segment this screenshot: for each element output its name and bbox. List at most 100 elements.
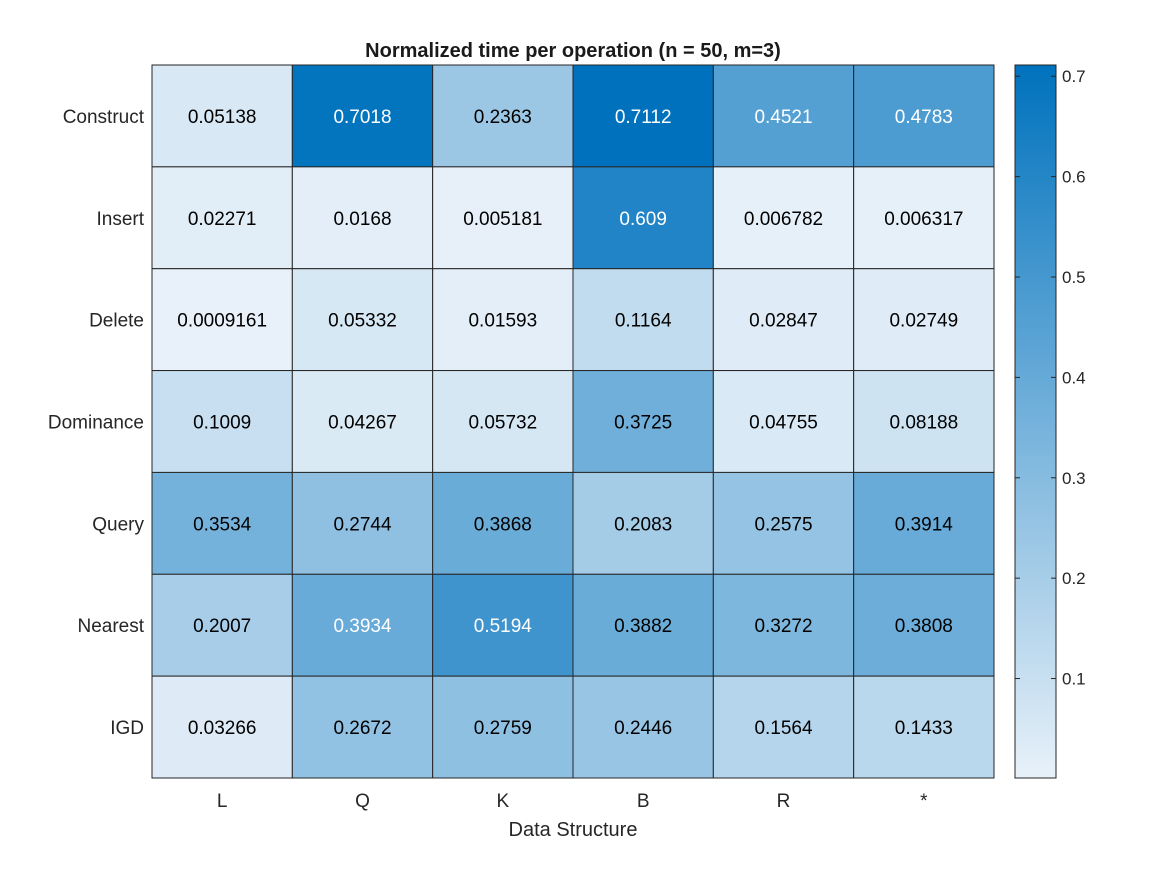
heatmap-cell xyxy=(432,471,574,575)
colorbar-tick-label: 0.5 xyxy=(1062,268,1086,287)
cell-value-label: 0.02271 xyxy=(188,209,257,230)
x-tick-label: K xyxy=(496,791,509,812)
cell-value-label: 0.0009161 xyxy=(177,311,267,332)
heatmap-cell xyxy=(712,64,855,168)
colorbar-tick-label: 0.4 xyxy=(1062,368,1086,387)
heatmap-cell xyxy=(432,64,574,168)
heatmap-cell xyxy=(572,370,714,473)
heatmap-cell xyxy=(853,471,995,575)
cell-value-label: 0.1009 xyxy=(193,413,251,434)
colorbar-ticks: 0.1 0.2 0.3 0.4 0.5 0.6 0.7 xyxy=(1015,67,1086,689)
heatmap-cell xyxy=(291,675,434,779)
colorbar: 0.1 0.2 0.3 0.4 0.5 0.6 0.7 xyxy=(1014,64,1086,779)
heatmap-cell xyxy=(712,370,855,473)
cell-value-label: 0.609 xyxy=(619,209,667,230)
cell-value-label: 0.2759 xyxy=(474,718,532,739)
heatmap-cell xyxy=(572,64,714,168)
y-tick-label: Query xyxy=(92,514,144,535)
cell-value-label: 0.04267 xyxy=(328,413,397,434)
cell-value-label: 0.005181 xyxy=(463,209,542,230)
heatmap-cell xyxy=(853,166,995,270)
heatmap-cell xyxy=(151,573,293,677)
x-tick-label: * xyxy=(920,791,928,812)
heatmap-cell xyxy=(432,268,574,372)
cell-value-label: 0.04755 xyxy=(749,413,818,434)
cell-value-label: 0.7018 xyxy=(333,107,391,128)
heatmap-cell xyxy=(151,675,293,779)
y-tick-label: Nearest xyxy=(77,616,144,637)
x-tick-label: R xyxy=(777,791,791,812)
heatmap-cell xyxy=(572,166,714,270)
cell-value-label: 0.006317 xyxy=(884,209,963,230)
heatmap-cell xyxy=(572,471,714,575)
cell-value-label: 0.3882 xyxy=(614,616,672,637)
y-tick-label: Insert xyxy=(96,209,144,230)
colorbar-tick-label: 0.7 xyxy=(1062,67,1086,86)
heatmap-cell xyxy=(712,675,855,779)
cell-value-label: 0.02847 xyxy=(749,311,818,332)
cell-value-label: 0.3725 xyxy=(614,413,672,434)
heatmap-cell xyxy=(853,268,995,372)
cell-value-label: 0.3934 xyxy=(333,616,392,637)
heatmap-cell xyxy=(291,370,434,473)
cell-value-label: 0.2672 xyxy=(333,718,391,739)
cell-value-label: 0.4521 xyxy=(754,107,812,128)
heatmap-cell xyxy=(853,573,995,677)
cell-value-label: 0.05138 xyxy=(188,107,257,128)
heatmap-cell xyxy=(853,64,995,168)
heatmap-cell xyxy=(432,675,574,779)
cell-value-label: 0.3272 xyxy=(754,616,812,637)
cell-value-label: 0.08188 xyxy=(889,413,958,434)
cell-value-label: 0.006782 xyxy=(744,209,823,230)
cell-value-label: 0.05332 xyxy=(328,311,397,332)
x-tick-label: Q xyxy=(355,791,370,812)
heatmap-cell xyxy=(151,370,293,473)
y-tick-label: Dominance xyxy=(48,413,144,434)
heatmap-cell xyxy=(151,64,293,168)
colorbar-tick-label: 0.1 xyxy=(1062,670,1086,689)
chart-title: Normalized time per operation (n = 50, m… xyxy=(365,40,781,62)
y-tick-label: Construct xyxy=(63,107,145,128)
cell-value-label: 0.3914 xyxy=(895,514,954,535)
heatmap-cell xyxy=(712,268,855,372)
heatmap-cell xyxy=(432,370,574,473)
heatmap-cell xyxy=(712,471,855,575)
heatmap-cell xyxy=(572,675,714,779)
colorbar-tick-label: 0.6 xyxy=(1062,168,1086,187)
cell-value-label: 0.1164 xyxy=(615,311,672,332)
cell-value-label: 0.5194 xyxy=(474,616,533,637)
cell-value-label: 0.0168 xyxy=(333,209,391,230)
cell-value-label: 0.3808 xyxy=(895,616,953,637)
heatmap-cell xyxy=(151,268,293,372)
heatmap-cells: 0.05138 0.7018 0.2363 0.7112 0.4521 0.4783 0.0… xyxy=(151,64,995,779)
cell-value-label: 0.03266 xyxy=(188,718,257,739)
cell-value-label: 0.2446 xyxy=(614,718,672,739)
x-tick-label: B xyxy=(637,791,650,812)
cell-value-label: 0.2083 xyxy=(614,514,672,535)
heatmap-cell xyxy=(853,675,995,779)
cell-value-label: 0.3534 xyxy=(193,514,252,535)
heatmap-cell xyxy=(572,268,714,372)
y-tick-labels: Construct Insert Delete Dominance Query Neare… xyxy=(48,107,145,739)
x-tick-labels: L Q K B R * xyxy=(217,791,928,812)
colorbar-tick-label: 0.2 xyxy=(1062,569,1086,588)
cell-value-label: 0.1564 xyxy=(754,718,813,739)
cell-value-label: 0.2363 xyxy=(474,107,532,128)
cell-value-label: 0.4783 xyxy=(895,107,953,128)
cell-value-label: 0.2007 xyxy=(193,616,251,637)
cell-value-label: 0.2575 xyxy=(754,514,812,535)
y-tick-label: Delete xyxy=(89,311,144,332)
heatmap-cell xyxy=(712,573,855,677)
heatmap-cell xyxy=(853,370,995,473)
x-axis-label: Data Structure xyxy=(509,819,638,841)
cell-value-label: 0.7112 xyxy=(615,107,672,128)
cell-value-label: 0.02749 xyxy=(889,311,958,332)
y-tick-label: IGD xyxy=(110,718,144,739)
heatmap-cell xyxy=(291,166,434,270)
cell-value-label: 0.01593 xyxy=(468,311,537,332)
cell-value-label: 0.1433 xyxy=(895,718,953,739)
cell-value-label: 0.2744 xyxy=(333,514,392,535)
x-tick-label: L xyxy=(217,791,228,812)
heatmap-cell xyxy=(151,471,293,575)
